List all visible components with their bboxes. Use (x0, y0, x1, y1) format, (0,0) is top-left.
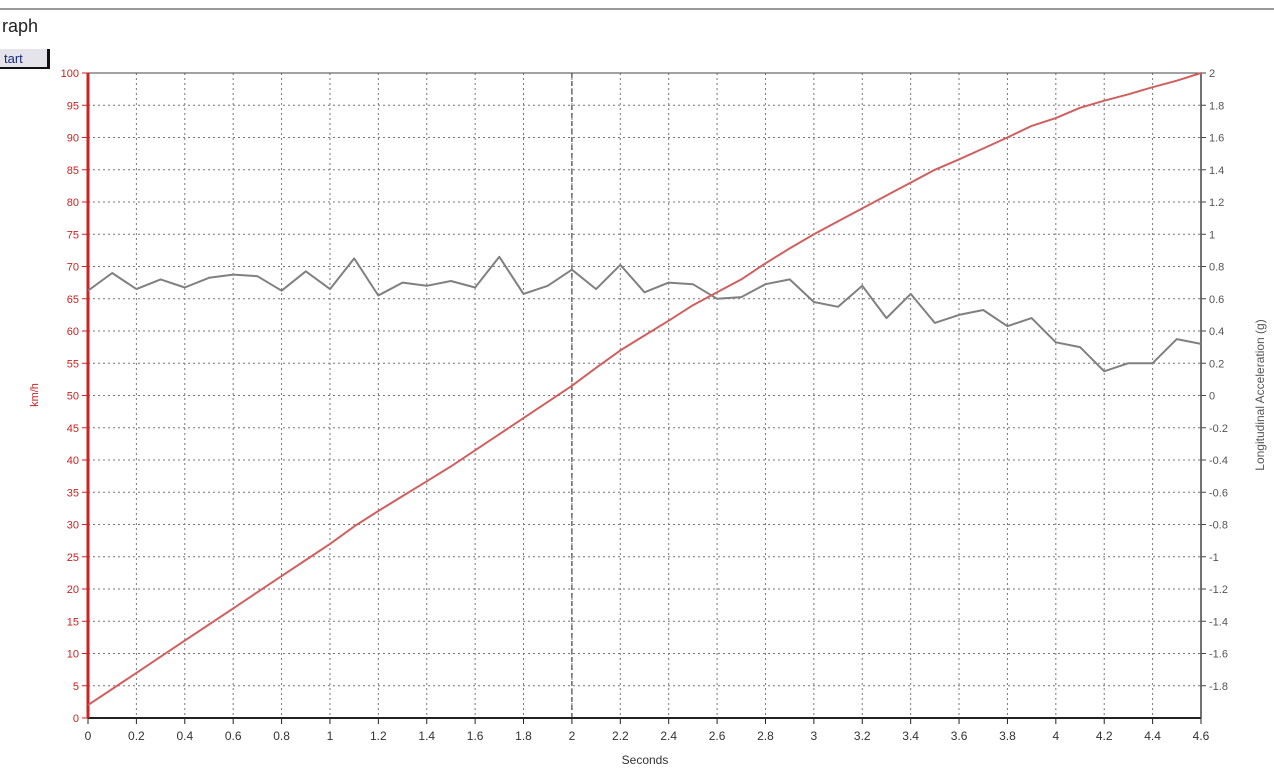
data-lines (87, 72, 1202, 706)
y-tick-label: 5 (73, 681, 79, 693)
y-tick-label: 90 (67, 133, 79, 145)
y2-tick-label: 1.8 (1209, 100, 1224, 112)
x-tick-label: 3.2 (854, 729, 871, 743)
start-button[interactable]: tart (0, 49, 50, 69)
speed-series-line (87, 72, 1202, 706)
x-tick-label: 4.2 (1096, 729, 1113, 743)
y-tick-label: 95 (67, 100, 79, 112)
y-tick-label: 65 (67, 294, 79, 306)
window-title: raph (2, 16, 39, 36)
y2-tick-label: -1 (1209, 552, 1219, 564)
y2-tick-label: 1.2 (1209, 197, 1224, 209)
x-tick-label: 3.4 (902, 729, 919, 743)
y-tick-label: 20 (67, 584, 79, 596)
y-tick-label: 45 (67, 423, 79, 435)
y-tick-label: 0 (73, 713, 79, 725)
window-top-border (0, 0, 1274, 10)
y-tick-label: 10 (67, 649, 79, 661)
y2-tick-label: 0.6 (1209, 294, 1224, 306)
y-axis-ticks: 0 5 10 15 20 25 30 35 40 45 50 55 60 65 70 75 80 85 90 95 10… (61, 68, 88, 725)
x-tick-label: 4 (1052, 729, 1059, 743)
y-tick-label: 85 (67, 165, 79, 177)
y2-axis-ticks: -1.8 -1.6 -1.4 -1.2 -1 -0.8 -0.6 -0.4 -0.2 0 0.2 0.… (1201, 68, 1228, 693)
y-tick-label: 60 (67, 326, 79, 338)
x-tick-label: 0 (85, 729, 92, 743)
acceleration-series-line (87, 255, 1202, 373)
x-tick-label: 0.4 (176, 729, 193, 743)
x-tick-label: 2.8 (757, 729, 774, 743)
y2-tick-label: 1 (1209, 229, 1215, 241)
x-tick-label: 3.6 (951, 729, 968, 743)
grid-lines (88, 73, 1201, 718)
x-tick-label: 0.8 (273, 729, 290, 743)
y-tick-label: 75 (67, 229, 79, 241)
y2-tick-label: 0 (1209, 391, 1215, 403)
y-axis-label: km/h (29, 383, 41, 407)
y-tick-label: 15 (67, 616, 79, 628)
x-tick-label: 2.6 (709, 729, 726, 743)
y2-tick-label: -0.4 (1209, 455, 1228, 467)
y2-tick-label: 0.4 (1209, 326, 1224, 338)
x-tick-label: 1.6 (467, 729, 484, 743)
y2-axis-label: Longitudinal Acceleration (g) (1253, 319, 1267, 470)
y-tick-label: 100 (61, 68, 79, 80)
y-tick-label: 40 (67, 455, 79, 467)
x-tick-label: 4.6 (1193, 729, 1210, 743)
y2-tick-label: 0.2 (1209, 358, 1224, 370)
x-tick-label: 0.2 (128, 729, 145, 743)
y2-tick-label: -0.6 (1209, 487, 1228, 499)
x-tick-label: 2 (569, 729, 576, 743)
x-tick-label: 2.4 (660, 729, 677, 743)
x-tick-label: 3 (811, 729, 818, 743)
y2-tick-label: -1.2 (1209, 584, 1228, 596)
x-tick-label: 1 (327, 729, 334, 743)
y2-tick-label: 1.4 (1209, 165, 1224, 177)
y-tick-label: 30 (67, 520, 79, 532)
x-tick-label: 1.2 (370, 729, 387, 743)
y2-tick-label: -0.8 (1209, 520, 1228, 532)
y2-tick-label: 1.6 (1209, 133, 1224, 145)
y2-tick-label: 2 (1209, 68, 1215, 80)
y2-tick-label: 0.8 (1209, 262, 1224, 274)
x-axis-ticks: 0 0.2 0.4 0.6 0.8 1 1.2 1.4 1.6 1.8 2 2.2 2.4 2.6 2.8 3… (85, 718, 1210, 743)
y2-tick-label: -1.8 (1209, 681, 1228, 693)
y2-tick-label: -1.4 (1209, 616, 1228, 628)
x-tick-label: 4.4 (1144, 729, 1161, 743)
x-axis-label: Seconds (622, 753, 669, 767)
y-tick-label: 70 (67, 262, 79, 274)
y-tick-label: 35 (67, 487, 79, 499)
x-tick-label: 3.8 (999, 729, 1016, 743)
x-tick-label: 1.4 (418, 729, 435, 743)
y-tick-label: 50 (67, 391, 79, 403)
y-tick-label: 80 (67, 197, 79, 209)
x-tick-label: 0.6 (225, 729, 242, 743)
y-tick-label: 25 (67, 552, 79, 564)
y2-tick-label: -0.2 (1209, 423, 1228, 435)
y2-tick-label: -1.6 (1209, 649, 1228, 661)
x-tick-label: 2.2 (612, 729, 629, 743)
y-tick-label: 55 (67, 358, 79, 370)
x-tick-label: 1.8 (515, 729, 532, 743)
